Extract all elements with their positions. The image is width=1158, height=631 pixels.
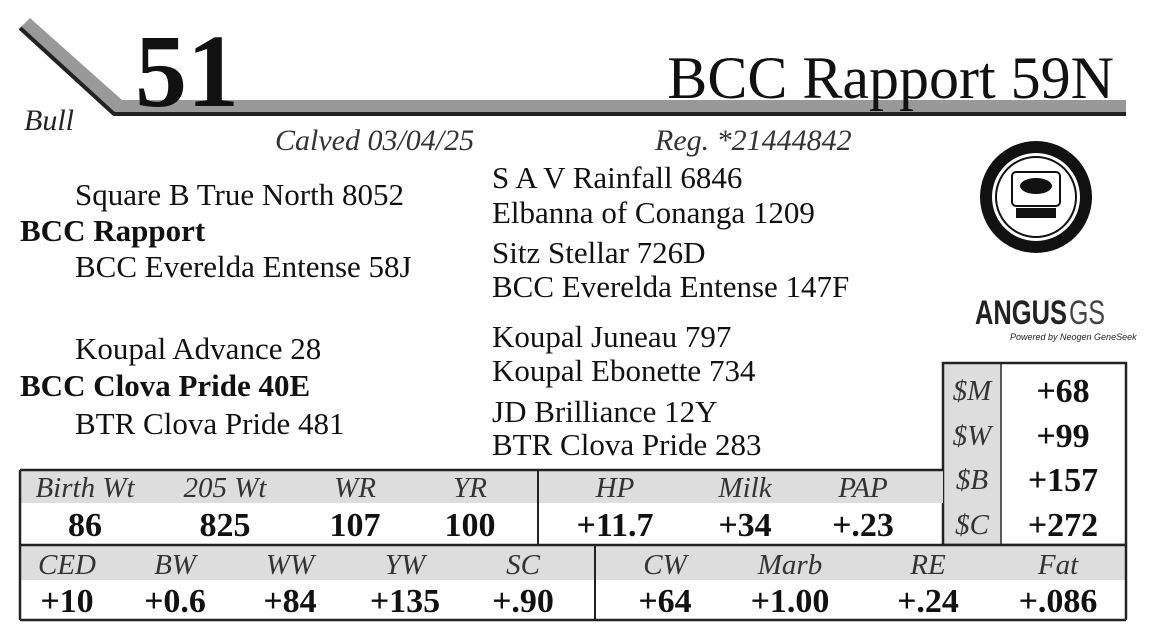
- table-header: 205 Wt: [184, 472, 268, 504]
- table-value: 86: [68, 507, 102, 544]
- lot-number: 51: [135, 14, 239, 129]
- pedigree-name: Koupal Juneau 797: [492, 319, 731, 354]
- table-header: PAP: [837, 472, 887, 504]
- table-value: +10: [40, 583, 93, 620]
- pedigree-name: Sitz Stellar 726D: [492, 235, 706, 270]
- performance-table: [18, 468, 1128, 622]
- header-bar: [20, 18, 1126, 114]
- pedigree-name: JD Brilliance 12Y: [492, 394, 718, 429]
- table-header: Milk: [717, 472, 772, 504]
- pedigree-name: S A V Rainfall 6846: [492, 160, 742, 195]
- registration: Reg. *21444842: [654, 124, 852, 157]
- pedigree-name: Elbanna of Conanga 1209: [492, 195, 815, 230]
- table-value: +64: [638, 583, 691, 620]
- pedigree-name: BTR Clova Pride 283: [492, 427, 762, 462]
- table-header: BW: [154, 549, 199, 581]
- pedigree-name: BCC Everelda Entense 147F: [492, 269, 849, 304]
- index-value: +157: [1028, 462, 1098, 499]
- table-value: 107: [330, 507, 381, 544]
- dam-name: BCC Clova Pride 40E: [20, 368, 310, 403]
- table-value: 825: [200, 507, 251, 544]
- table-header: Marb: [757, 549, 822, 581]
- header-bar-edge: [18, 26, 1126, 116]
- pedigree-name: BTR Clova Pride 481: [75, 406, 345, 441]
- table-value: +.90: [492, 583, 554, 620]
- pedigree-name: Koupal Advance 28: [75, 331, 321, 366]
- pedigree-name: Koupal Ebonette 734: [492, 353, 756, 388]
- table-header: Fat: [1037, 549, 1079, 581]
- table-value: +.086: [1019, 583, 1098, 620]
- sire-name: BCC Rapport: [20, 213, 206, 248]
- table-value: +.24: [897, 583, 959, 620]
- table-header: YR: [453, 472, 487, 504]
- table-header: RE: [909, 549, 946, 581]
- index-value: +272: [1028, 507, 1098, 544]
- index-value: +68: [1036, 373, 1089, 410]
- table-value: +11.7: [577, 507, 654, 544]
- table-header: SC: [506, 549, 541, 581]
- logo-suffix: GS: [1069, 294, 1105, 332]
- table-value: +84: [263, 583, 316, 620]
- table-header: WW: [266, 549, 317, 581]
- sex: Bull: [24, 104, 74, 137]
- table-header: CED: [38, 549, 96, 581]
- table-value: +135: [370, 583, 440, 620]
- table-header: HP: [595, 472, 635, 504]
- logo-tagline: Powered by Neogen GeneSeek: [1010, 332, 1137, 342]
- logo-brand: ANGUS: [975, 294, 1067, 332]
- calved: Calved 03/04/25: [275, 124, 474, 157]
- table-header: CW: [643, 549, 689, 581]
- index-label: $M: [953, 375, 994, 407]
- index-label: $W: [953, 420, 995, 452]
- animal-name: BCC Rapport 59N: [667, 45, 1114, 111]
- pedigree-name: BCC Everelda Entense 58J: [75, 249, 412, 284]
- table-value: +1.00: [751, 583, 830, 620]
- index-value: +99: [1036, 418, 1089, 455]
- certified-seal: [980, 141, 1092, 253]
- table-value: +34: [718, 507, 771, 544]
- pedigree-name: Square B True North 8052: [75, 177, 404, 212]
- table-value: 100: [445, 507, 496, 544]
- table-value: +.23: [832, 507, 894, 544]
- table-header: Birth Wt: [35, 472, 135, 504]
- index-label: $B: [956, 464, 989, 496]
- index-label: $C: [955, 509, 990, 541]
- table-value: +0.6: [144, 583, 206, 620]
- table-header: YW: [385, 549, 428, 581]
- table-header: WR: [334, 472, 376, 504]
